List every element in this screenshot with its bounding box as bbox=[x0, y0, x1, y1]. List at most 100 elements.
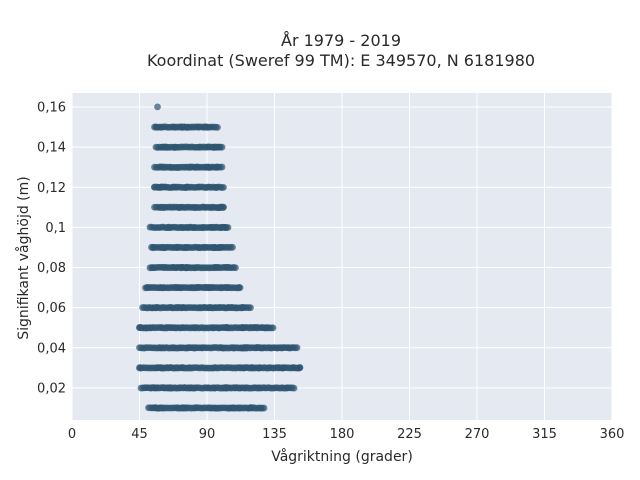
x-tick-label: 45 bbox=[131, 427, 148, 442]
data-point bbox=[158, 344, 166, 352]
data-point bbox=[171, 143, 179, 151]
data-point bbox=[154, 183, 162, 191]
chart-title-line1: År 1979 - 2019 bbox=[281, 31, 401, 50]
data-point bbox=[235, 404, 243, 412]
y-axis-label: Signifikant våghöjd (m) bbox=[15, 176, 32, 339]
data-point bbox=[174, 164, 182, 171]
data-point bbox=[247, 304, 254, 312]
data-point bbox=[149, 243, 157, 251]
data-point bbox=[221, 304, 229, 312]
data-point bbox=[207, 284, 215, 292]
data-point bbox=[199, 224, 206, 231]
data-point bbox=[168, 324, 176, 332]
data-point bbox=[158, 123, 165, 131]
data-point bbox=[154, 103, 161, 111]
data-point bbox=[174, 304, 181, 312]
data-point bbox=[201, 284, 209, 292]
data-point bbox=[222, 263, 230, 271]
data-point bbox=[200, 203, 208, 211]
y-tick-label: 0,02 bbox=[37, 381, 66, 396]
data-point bbox=[238, 304, 246, 312]
data-point bbox=[191, 264, 199, 271]
data-point bbox=[223, 283, 230, 291]
data-point bbox=[216, 204, 224, 211]
data-point bbox=[195, 244, 203, 252]
data-point bbox=[215, 244, 223, 251]
data-point bbox=[178, 324, 186, 332]
data-point bbox=[172, 284, 179, 292]
data-point bbox=[253, 344, 260, 352]
data-point bbox=[183, 244, 191, 252]
data-point bbox=[198, 344, 206, 352]
data-point bbox=[215, 324, 223, 332]
y-tick-label: 0,06 bbox=[37, 301, 66, 316]
data-point bbox=[210, 143, 218, 151]
data-point bbox=[265, 364, 273, 372]
data-point bbox=[253, 324, 261, 332]
data-point bbox=[153, 364, 161, 372]
data-point bbox=[255, 384, 263, 392]
data-point bbox=[164, 224, 171, 231]
data-point bbox=[174, 364, 181, 372]
y-tick-label: 0,04 bbox=[37, 341, 66, 356]
data-point bbox=[180, 123, 188, 131]
data-point bbox=[152, 304, 160, 311]
data-point bbox=[208, 204, 216, 212]
data-point bbox=[151, 384, 159, 392]
data-point bbox=[230, 404, 238, 412]
x-axis-label: Vågriktning (grader) bbox=[271, 448, 413, 465]
data-point bbox=[246, 404, 253, 412]
data-point bbox=[229, 243, 236, 251]
data-point bbox=[241, 384, 249, 392]
data-point bbox=[192, 404, 200, 412]
data-point bbox=[213, 264, 221, 272]
x-tick-label: 315 bbox=[532, 427, 557, 442]
data-point bbox=[225, 404, 233, 412]
data-point bbox=[195, 183, 202, 191]
data-point bbox=[184, 264, 192, 271]
data-point bbox=[223, 324, 231, 331]
x-tick-label: 270 bbox=[465, 427, 490, 442]
data-point bbox=[205, 183, 212, 191]
data-point bbox=[174, 404, 182, 412]
x-tick-label: 360 bbox=[600, 427, 625, 442]
data-point bbox=[219, 223, 226, 231]
data-point bbox=[179, 404, 187, 412]
x-tick-label: 135 bbox=[262, 427, 287, 442]
data-point bbox=[243, 344, 250, 351]
data-point bbox=[269, 324, 277, 332]
data-point bbox=[177, 344, 185, 352]
data-point bbox=[173, 244, 181, 252]
x-axis-ticks: 0 45 90 135 180 225 270 315 360 bbox=[68, 427, 625, 442]
data-point bbox=[209, 324, 217, 332]
data-point bbox=[186, 163, 194, 171]
data-point bbox=[175, 384, 183, 392]
data-point bbox=[191, 324, 199, 331]
data-point bbox=[257, 404, 265, 412]
data-point bbox=[267, 344, 275, 352]
y-tick-label: 0,12 bbox=[37, 181, 66, 196]
data-points bbox=[136, 103, 304, 412]
data-point bbox=[215, 304, 223, 312]
data-point bbox=[136, 324, 144, 331]
data-point bbox=[290, 384, 298, 392]
data-point bbox=[166, 163, 174, 171]
data-point bbox=[179, 364, 187, 371]
data-point bbox=[241, 364, 248, 372]
x-tick-label: 0 bbox=[68, 427, 76, 442]
data-point bbox=[205, 143, 212, 151]
data-point bbox=[160, 204, 168, 211]
data-point bbox=[185, 344, 193, 352]
data-point bbox=[188, 284, 196, 292]
data-point bbox=[214, 124, 221, 131]
y-tick-label: 0,1 bbox=[45, 221, 66, 236]
data-point bbox=[194, 163, 202, 171]
data-point bbox=[155, 404, 163, 412]
data-point bbox=[179, 224, 186, 232]
data-point bbox=[158, 324, 165, 331]
data-point bbox=[143, 324, 151, 332]
x-tick-label: 225 bbox=[397, 427, 422, 442]
data-point bbox=[220, 183, 227, 191]
y-tick-label: 0,14 bbox=[37, 141, 66, 156]
